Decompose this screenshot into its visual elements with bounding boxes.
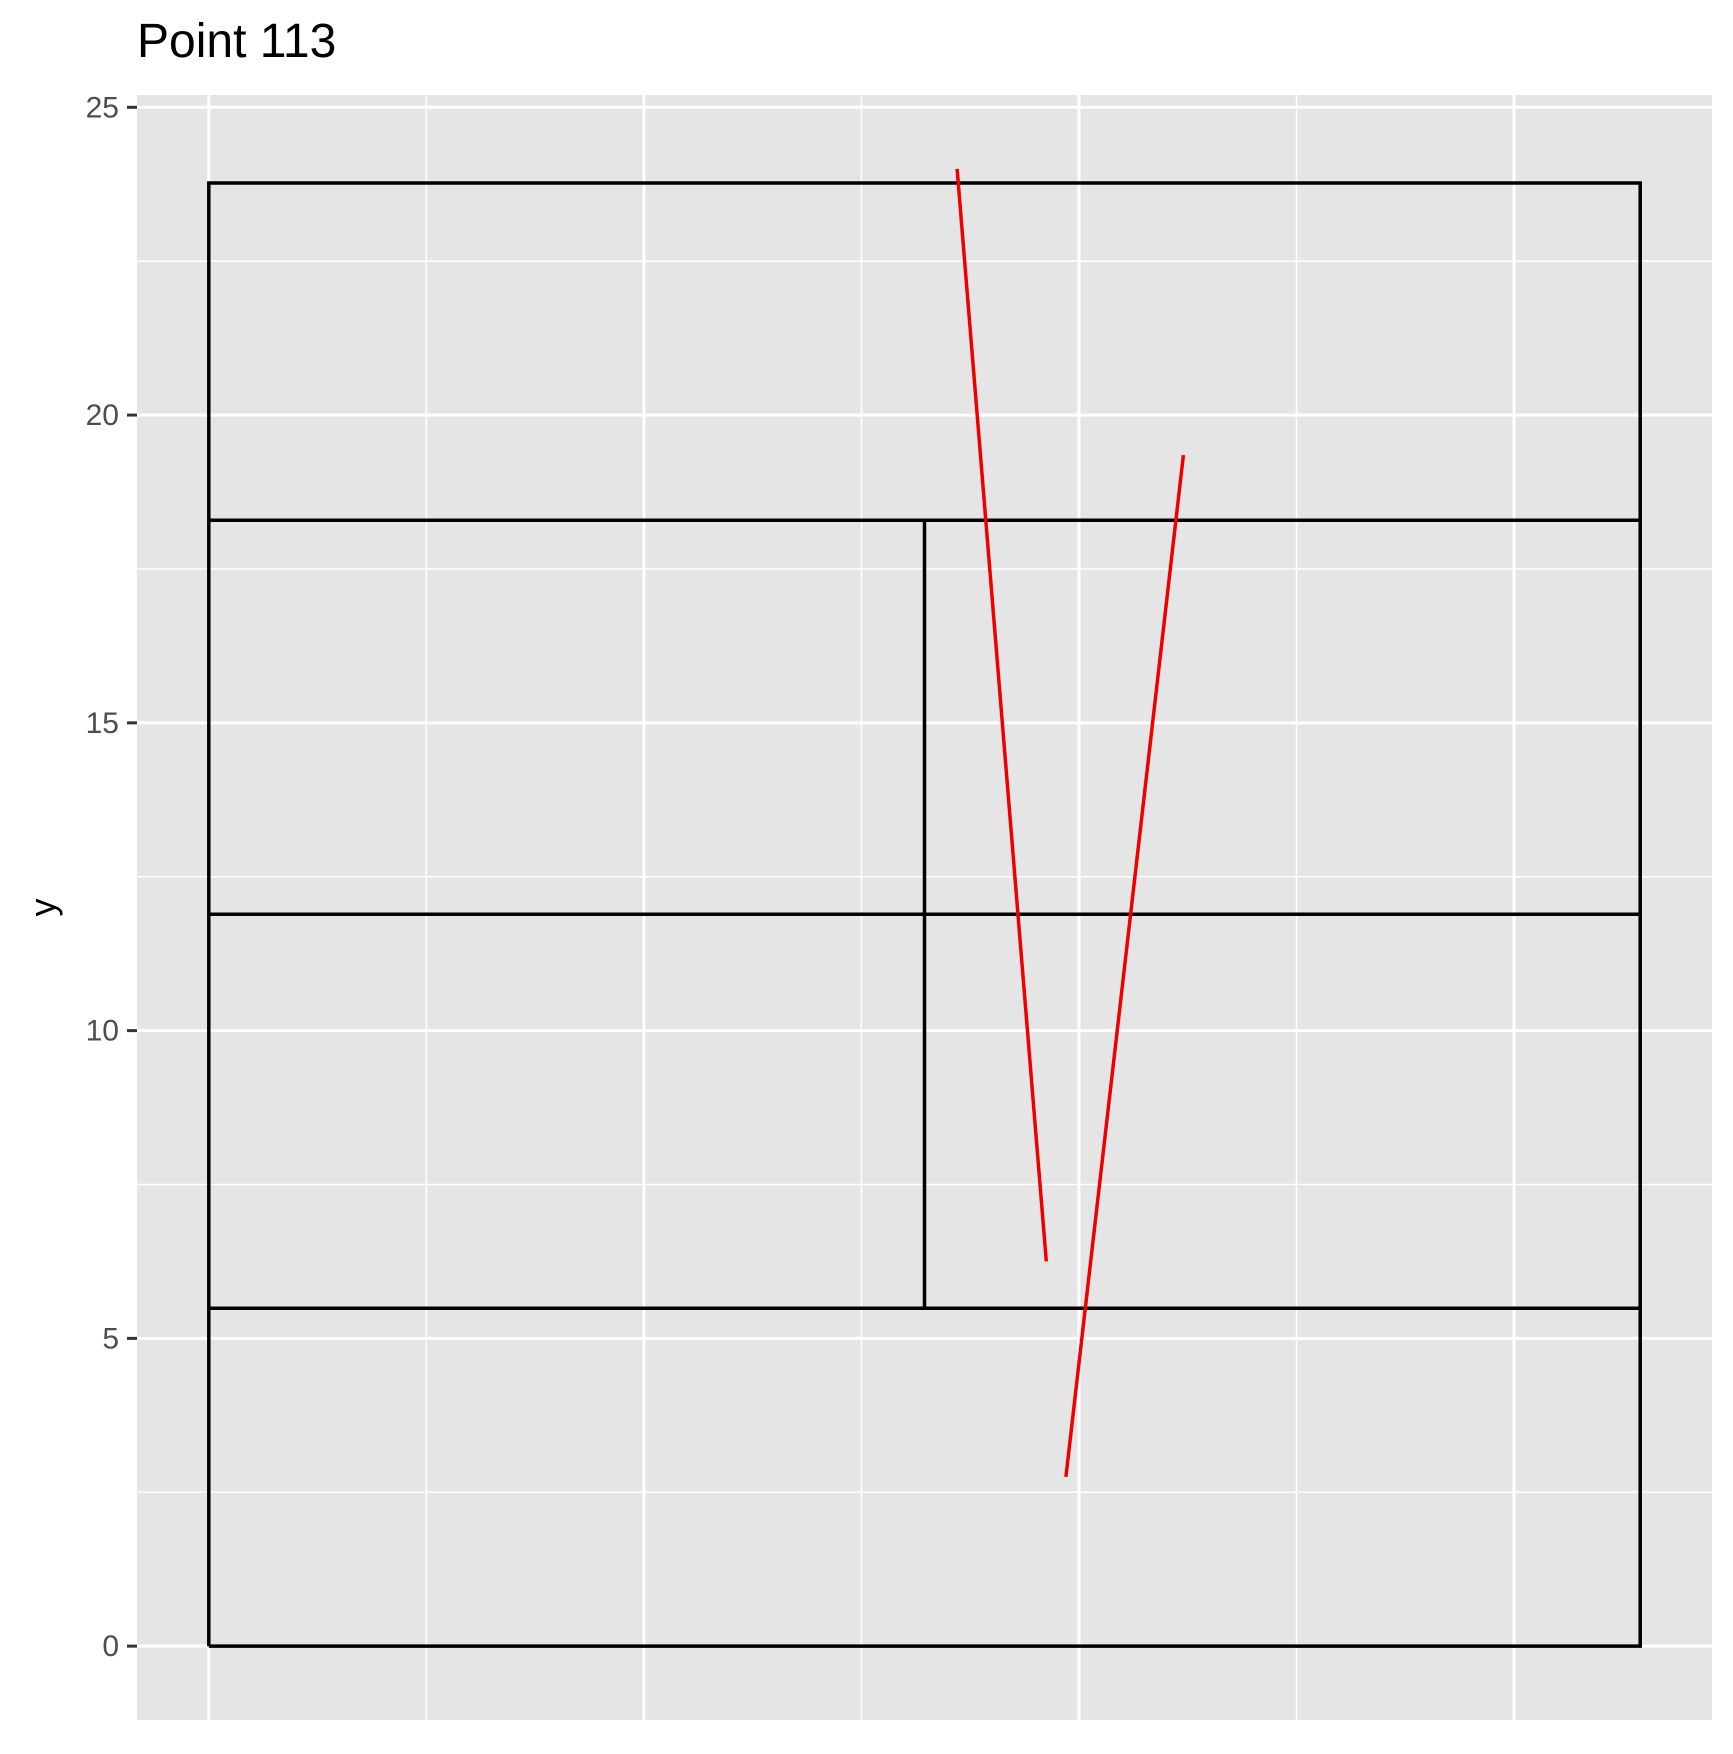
y-tick-label: 15	[86, 707, 119, 740]
y-axis: 0 5 10 15 20 25	[86, 91, 137, 1663]
y-tick-label: 10	[86, 1015, 119, 1048]
chart-title: Point 113	[137, 15, 337, 68]
y-tick-label: 25	[86, 91, 119, 124]
trajectory-series	[955, 168, 1186, 1478]
y-tick-label: 0	[102, 1630, 119, 1663]
court-lines	[207, 181, 1642, 1648]
y-tick-label: 20	[86, 399, 119, 432]
y-axis-title: y	[22, 899, 63, 917]
court-line-outer-boundary	[207, 181, 1642, 1648]
trajectory-segment-2	[1064, 454, 1186, 1478]
y-tick-label: 5	[102, 1322, 119, 1355]
trajectory-segment-1	[955, 168, 1049, 1262]
